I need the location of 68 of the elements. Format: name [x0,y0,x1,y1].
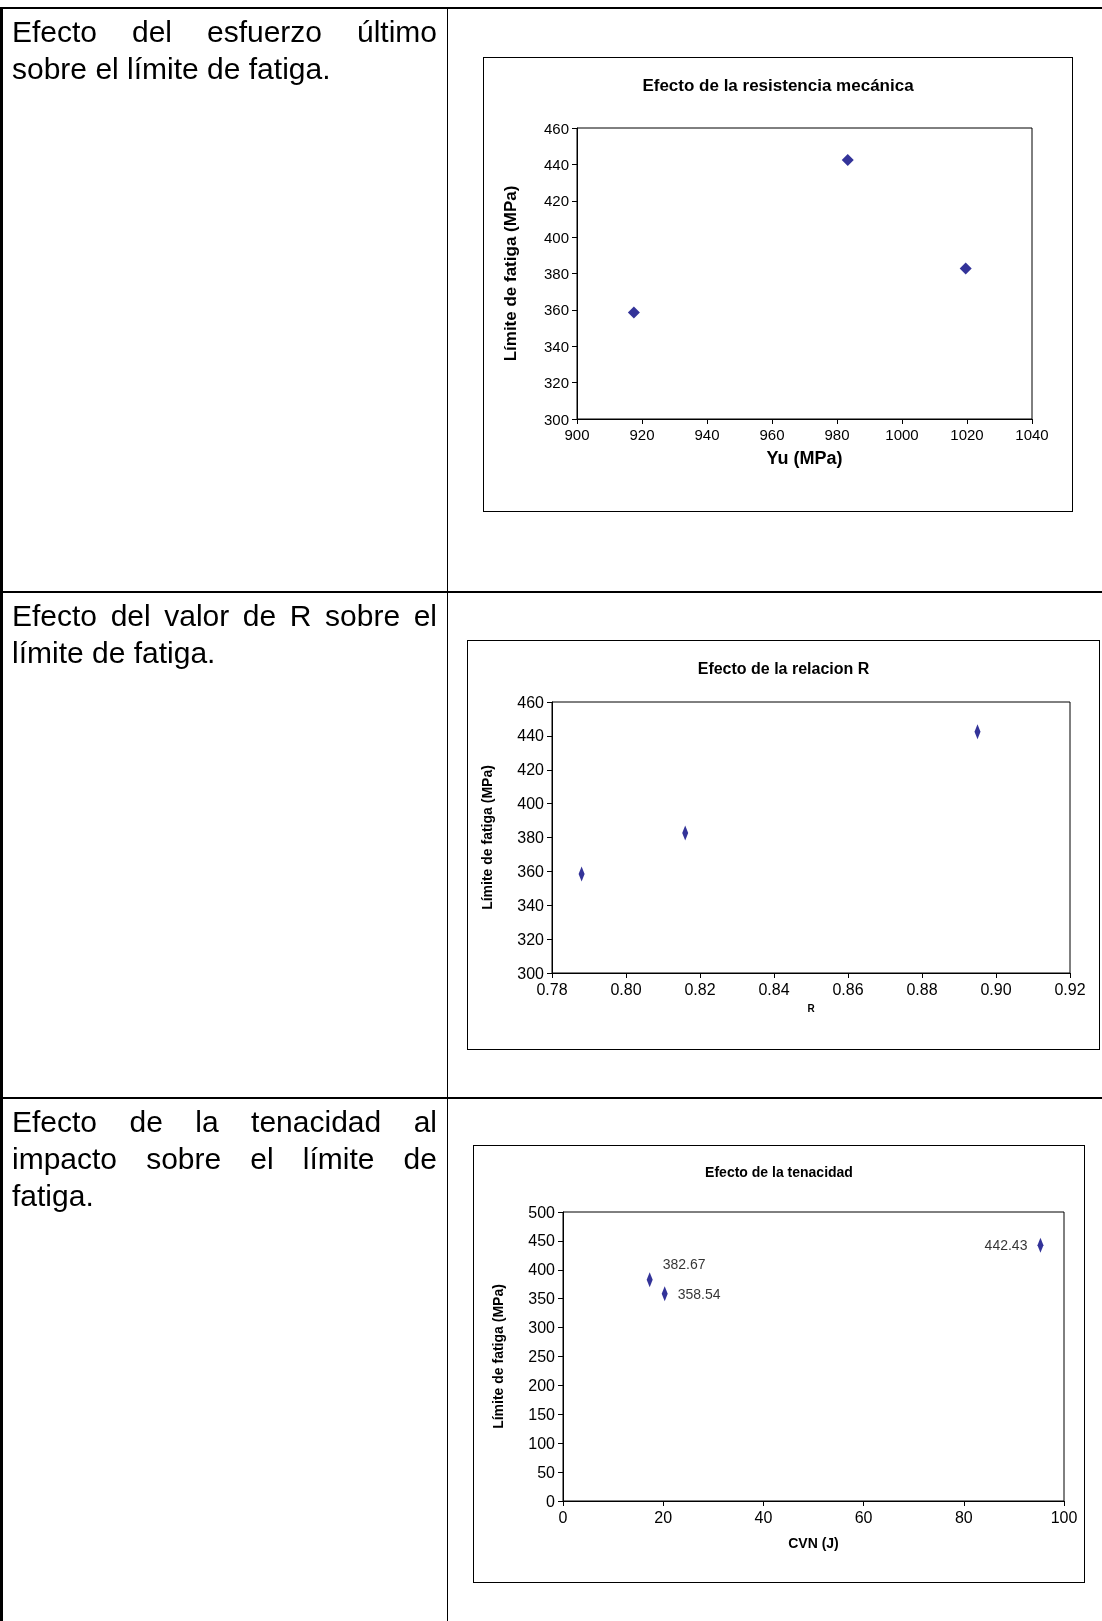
y-tick-label: 360 [543,301,569,319]
y-tick-label: 100 [528,1434,556,1452]
y-tick-label: 250 [528,1348,556,1365]
y-tick-label: 460 [517,693,545,711]
y-axis-title: Límite de fatiga (MPa) [479,765,495,910]
y-tick-label: 440 [543,155,569,173]
y-tick-label: 300 [528,1319,556,1337]
x-tick-label: 0.78 [536,980,568,998]
x-tick-label: 920 [629,426,655,443]
x-tick-label: 980 [824,426,850,443]
x-axis-title: R [807,1002,816,1014]
y-tick-label: 420 [517,761,545,779]
point [841,154,854,167]
y-tick-label: 320 [517,930,545,948]
chart-title: Efecto de la relacion R [697,659,870,677]
y-tick-label: 340 [543,337,569,355]
y-tick-label: 350 [528,1290,556,1308]
y-axis-title: Límite de fatiga (MPa) [490,1284,506,1429]
x-tick-label: 1040 [1015,426,1049,443]
x-tick-label: 80 [954,1508,973,1526]
y-tick-label: 340 [517,896,545,914]
x-tick-label: 0.92 [1054,980,1086,998]
point [627,306,640,319]
y-tick-label: 450 [528,1232,556,1250]
text: Efecto del esfuerzo último sobre el límite de fatiga. [12,14,437,87]
x-tick-label: 20 [654,1508,673,1526]
x-tick-label: 960 [759,426,785,443]
y-tick-label: 300 [543,410,569,428]
y-tick-label: 320 [543,374,569,392]
y-tick-label: 200 [528,1376,556,1394]
x-tick-label: 1000 [885,426,919,443]
y-tick-label: 460 [543,119,569,137]
y-tick-label: 400 [517,795,545,813]
y-axis-title: Límite de fatiga (MPa) [501,185,520,362]
y-tick-label: 400 [528,1261,556,1279]
chart-title: Efecto de la resistencia mecánica [642,76,915,95]
point [959,262,972,275]
y-tick-label: 50 [537,1463,556,1481]
y-tick-label: 400 [543,228,569,246]
x-tick-label: 940 [694,426,720,443]
x-axis-title: Yu (MPa) [766,448,843,468]
text: Efecto del valor de R sobre el límite de fatiga. [12,598,437,671]
x-tick-label: 1020 [950,426,984,443]
y-tick-label: 150 [528,1405,556,1423]
y-tick-label: 360 [517,862,545,880]
x-tick-label: 900 [564,426,590,443]
y-tick-label: 500 [528,1203,556,1221]
x-tick-label: 100 [1050,1508,1078,1526]
x-tick-label: 0.84 [758,980,790,998]
x-tick-label: 0.82 [684,980,716,998]
y-tick-label: 0 [546,1492,556,1510]
data-label: 382.67 [662,1255,706,1272]
x-tick-label: 0.86 [832,980,864,998]
x-tick-label: 60 [854,1508,873,1526]
x-axis-title: CVN (J) [788,1535,839,1551]
data-label: 358.54 [677,1285,721,1302]
x-tick-label: 0.80 [610,980,642,998]
chart-title: Efecto de la tenacidad [705,1164,853,1180]
y-tick-label: 380 [543,265,569,282]
x-tick-label: 0.90 [980,980,1012,998]
y-tick-label: 380 [517,829,545,846]
y-tick-label: 440 [517,727,545,745]
x-tick-label: 40 [754,1508,773,1526]
y-tick-label: 420 [543,192,569,210]
x-tick-label: 0.88 [906,980,938,998]
text: Efecto de la tenacidad al impacto sobre el límite de fatiga. [12,1104,437,1214]
data-label: 442.43 [984,1237,1028,1254]
y-tick-label: 300 [517,964,545,982]
